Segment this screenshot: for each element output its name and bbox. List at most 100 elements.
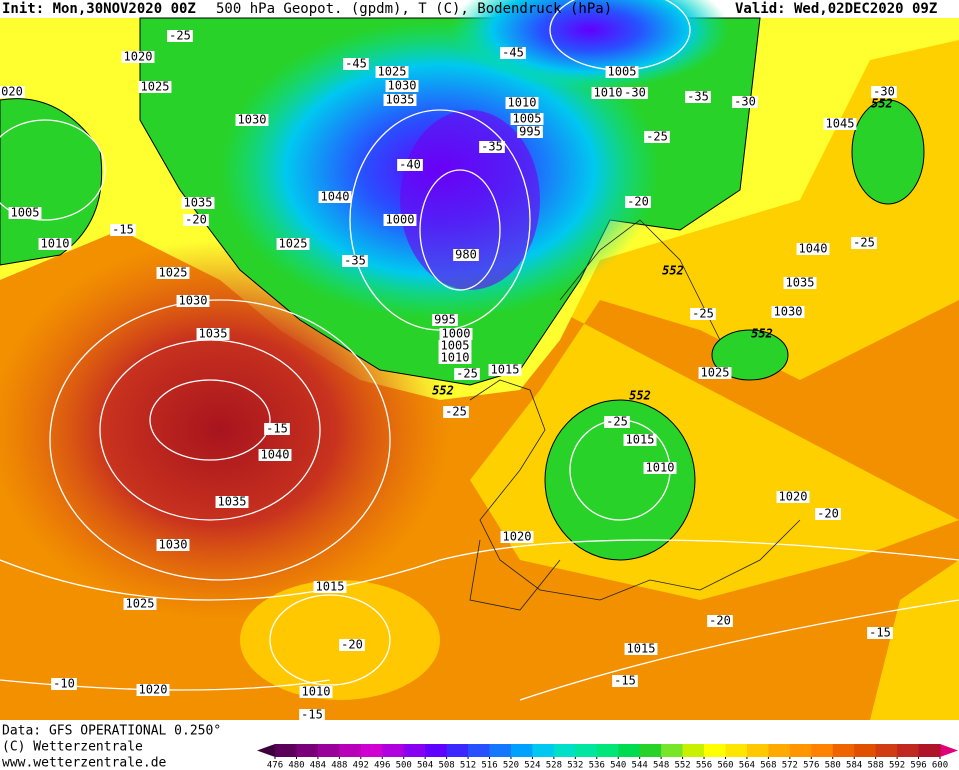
pressure-label: 1025 — [126, 597, 155, 611]
colorbar-tick-label: 580 — [825, 761, 841, 770]
temperature-label-box — [342, 255, 368, 267]
colorbar-swatch — [875, 744, 898, 757]
pressure-label-box — [176, 295, 210, 307]
pressure-label: 1005 — [608, 65, 637, 79]
colorbar-tick-label: 544 — [632, 761, 648, 770]
temperature-label-box — [299, 709, 325, 721]
colorbar-swatch — [510, 744, 533, 757]
pressure-label-box — [181, 197, 215, 209]
pressure-label-box — [510, 113, 544, 125]
pressure-label-box — [505, 97, 539, 109]
temperature-label-box — [167, 30, 193, 42]
colorbar-tick-label: 540 — [610, 761, 626, 770]
temperature-label-box — [443, 406, 469, 418]
pressure-label: 1010 — [594, 86, 623, 100]
map-title: 500 hPa Geopot. (gpdm), T (C), Bodendruc… — [216, 1, 612, 17]
colorbar-swatch — [639, 744, 662, 757]
temperature-label: -15 — [301, 708, 323, 722]
pressure-label: 1025 — [141, 80, 170, 94]
temperature-label-box — [625, 196, 651, 208]
temperature-label-box — [339, 639, 365, 651]
pressure-label: 1000 — [386, 213, 415, 227]
colorbar-swatch — [532, 744, 555, 757]
colorbar-swatch — [360, 744, 383, 757]
pressure-label-box — [439, 328, 473, 340]
temperature-label-box — [707, 615, 733, 627]
pressure-label: 1005 — [513, 112, 542, 126]
pressure-label-box — [385, 80, 419, 92]
pressure-label-box — [38, 238, 72, 250]
pressure-label-box — [121, 51, 155, 63]
pressure-label: 1015 — [626, 433, 655, 447]
colorbar-swatch — [468, 744, 491, 757]
colorbar-tick-label: 516 — [481, 761, 497, 770]
height-label: 552 — [751, 327, 773, 341]
temperature-label: -15 — [266, 422, 288, 436]
pressure-label-box — [438, 352, 472, 364]
footer: Data: GFS OPERATIONAL 0.250° (C) Wetterz… — [2, 724, 221, 770]
colorbar-swatch — [725, 744, 748, 757]
pressure-label: 1005 — [11, 206, 40, 220]
temperature-label: -35 — [687, 90, 709, 104]
colorbar-swatch — [768, 744, 791, 757]
colorbar-swatch — [661, 744, 684, 757]
pressure-label: 1035 — [786, 276, 815, 290]
colorbar-tick-label: 476 — [267, 761, 283, 770]
colorbar-tick-label: 524 — [524, 761, 540, 770]
temperature-label-box — [815, 508, 841, 520]
pressure-label: 1025 — [279, 237, 308, 251]
pressure-label-box — [156, 539, 190, 551]
colorbar-tick-label: 496 — [374, 761, 390, 770]
temperature-label-box — [397, 159, 423, 171]
colorbar-tick-label: 572 — [782, 761, 798, 770]
temperature-label: -30 — [734, 95, 756, 109]
pressure-label: 1030 — [238, 113, 267, 127]
colorbar-swatch — [275, 744, 297, 757]
colorbar-swatch — [854, 744, 877, 757]
colorbar-tick-label: 556 — [696, 761, 712, 770]
temperature-label-box — [851, 237, 877, 249]
colorbar-tick-label: 592 — [889, 761, 905, 770]
temperature-label: -20 — [341, 638, 363, 652]
height-label: 552 — [662, 264, 684, 278]
colorbar-tick-label: 484 — [310, 761, 326, 770]
colorbar-tick-label: 500 — [396, 761, 412, 770]
temperature-label-box — [685, 91, 711, 103]
temperature-label-box — [454, 368, 480, 380]
pressure-label: 1040 — [321, 190, 350, 204]
pressure-label-box — [318, 191, 352, 203]
colorbar-swatch — [618, 744, 641, 757]
colorbar-tick-label: 508 — [438, 761, 454, 770]
pressure-label: 1005 — [441, 339, 470, 353]
colorbar-high-arrow — [940, 744, 958, 757]
colorbar-swatch — [382, 744, 405, 757]
temperature-label: -30 — [624, 86, 646, 100]
colorbar-swatch — [296, 744, 319, 757]
temperature-label-box — [604, 416, 630, 428]
colorbar-tick-label: 488 — [331, 761, 347, 770]
pressure-label-box — [123, 598, 157, 610]
temperature-label-box — [479, 141, 505, 153]
pressure-label-box — [432, 314, 458, 326]
pressure-label-box — [771, 306, 805, 318]
pressure-label-box — [299, 686, 333, 698]
pressure-label: 1010 — [441, 351, 470, 365]
pressure-label: 1025 — [378, 65, 407, 79]
pressure-label-box — [196, 328, 230, 340]
url: www.wetterzentrale.de — [2, 756, 167, 770]
pressure-label-box — [138, 81, 172, 93]
copyright: (C) Wetterzentrale — [2, 740, 143, 755]
pressure-label-box — [276, 238, 310, 250]
pressure-label-box — [156, 267, 190, 279]
colorbar-swatch — [704, 744, 726, 757]
temperature-label: -15 — [614, 674, 636, 688]
low-552 — [851, 99, 925, 205]
colorbar-tick-label: 548 — [653, 761, 669, 770]
pressure-label-box — [136, 684, 170, 696]
colorbar-swatch — [489, 744, 512, 757]
pressure-label: 1020 — [139, 683, 168, 697]
colorbar-tick-label: 480 — [288, 761, 304, 770]
pressure-label-box — [823, 118, 857, 130]
height-label: 552 — [871, 97, 893, 111]
pressure-label: 1010 — [646, 461, 675, 475]
